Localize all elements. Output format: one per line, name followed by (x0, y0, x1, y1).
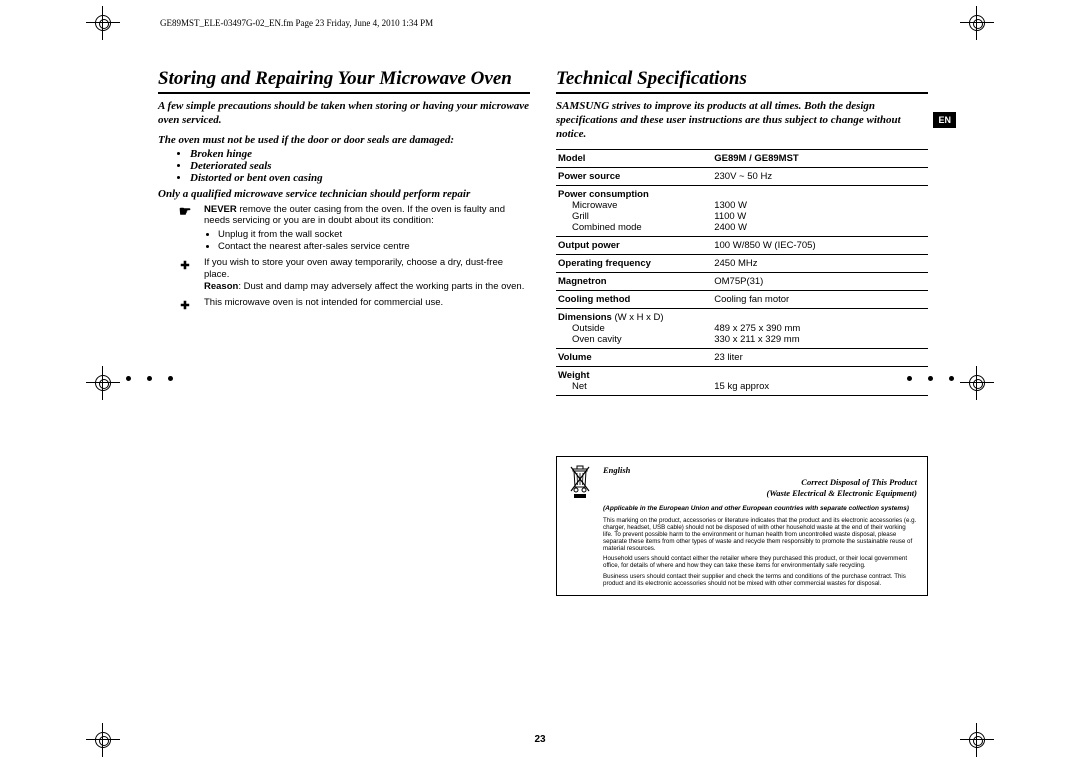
disposal-paragraph: Business users should contact their supp… (603, 573, 917, 587)
language-tab: EN (933, 112, 956, 128)
page-number: 23 (534, 734, 545, 745)
spec-value: 23 liter (712, 349, 928, 367)
note-text: NEVER remove the outer casing from the o… (204, 204, 530, 254)
warning-text: The oven must not be used if the door or… (158, 134, 530, 146)
spec-value: 15 kg approx (712, 367, 928, 396)
right-column: EN Technical Specifications SAMSUNG stri… (556, 60, 928, 730)
crop-mark (90, 10, 116, 36)
plus-icon (176, 257, 194, 272)
intro-text: A few simple precautions should be taken… (158, 100, 530, 128)
document-header: GE89MST_ELE-03497G-02_EN.fm Page 23 Frid… (160, 18, 433, 28)
spec-label: Output power (556, 237, 712, 255)
page-content: Storing and Repairing Your Microwave Ove… (158, 60, 928, 730)
spec-value: 489 x 275 x 390 mm 330 x 211 x 329 mm (712, 309, 928, 349)
crop-mark (964, 10, 990, 36)
crop-mark (90, 727, 116, 753)
spec-label: Volume (556, 349, 712, 367)
spec-label: Weight Net (556, 367, 712, 396)
left-column: Storing and Repairing Your Microwave Ove… (158, 60, 530, 730)
crop-mark (964, 370, 990, 396)
disposal-paragraph: Household users should contact either th… (603, 555, 917, 569)
disposal-notice: English Correct Disposal of This Product… (556, 456, 928, 596)
disposal-applicable: (Applicable in the European Union and ot… (603, 505, 917, 512)
spec-label: Dimensions (W x H x D) Outside Oven cavi… (556, 309, 712, 349)
spec-label: Power source (556, 168, 712, 186)
note-storage: If you wish to store your oven away temp… (158, 257, 530, 293)
list-item: Distorted or bent oven casing (190, 172, 530, 184)
spec-value: 1300 W 1100 W 2400 W (712, 186, 928, 237)
crop-mark (964, 727, 990, 753)
note-text: This microwave oven is not intended for … (204, 297, 530, 309)
spec-value: OM75P(31) (712, 273, 928, 291)
intro-text: SAMSUNG strives to improve its products … (556, 100, 928, 141)
note-text: If you wish to store your oven away temp… (204, 257, 530, 293)
damage-list: Broken hinge Deteriorated seals Distorte… (190, 148, 530, 184)
note-commercial: This microwave oven is not intended for … (158, 297, 530, 312)
list-item: Unplug it from the wall socket (218, 229, 530, 241)
spec-label: Magnetron (556, 273, 712, 291)
spec-value: 100 W/850 W (IEC-705) (712, 237, 928, 255)
disposal-title: English Correct Disposal of This Product… (603, 465, 917, 498)
spec-label: Power consumption Microwave Grill Combin… (556, 186, 712, 237)
weee-bin-icon (567, 465, 593, 499)
spec-value: 230V ~ 50 Hz (712, 168, 928, 186)
disposal-paragraph: This marking on the product, accessories… (603, 517, 917, 553)
spec-label: Operating frequency (556, 255, 712, 273)
specifications-table: ModelGE89M / GE89MST Power source230V ~ … (556, 149, 928, 396)
plus-icon (176, 297, 194, 312)
spec-label: Model (556, 150, 712, 168)
note-never: ☛ NEVER remove the outer casing from the… (158, 204, 530, 254)
list-item: Contact the nearest after-sales service … (218, 241, 530, 253)
spec-value: Cooling fan motor (712, 291, 928, 309)
pointer-icon: ☛ (176, 204, 194, 218)
technician-note: Only a qualified microwave service techn… (158, 188, 530, 200)
section-title-specs: Technical Specifications (556, 68, 928, 94)
spec-value: GE89M / GE89MST (712, 150, 928, 168)
list-item: Broken hinge (190, 148, 530, 160)
crop-mark (90, 370, 116, 396)
list-item: Deteriorated seals (190, 160, 530, 172)
section-title-storing: Storing and Repairing Your Microwave Ove… (158, 68, 530, 94)
spec-label: Cooling method (556, 291, 712, 309)
spec-value: 2450 MHz (712, 255, 928, 273)
